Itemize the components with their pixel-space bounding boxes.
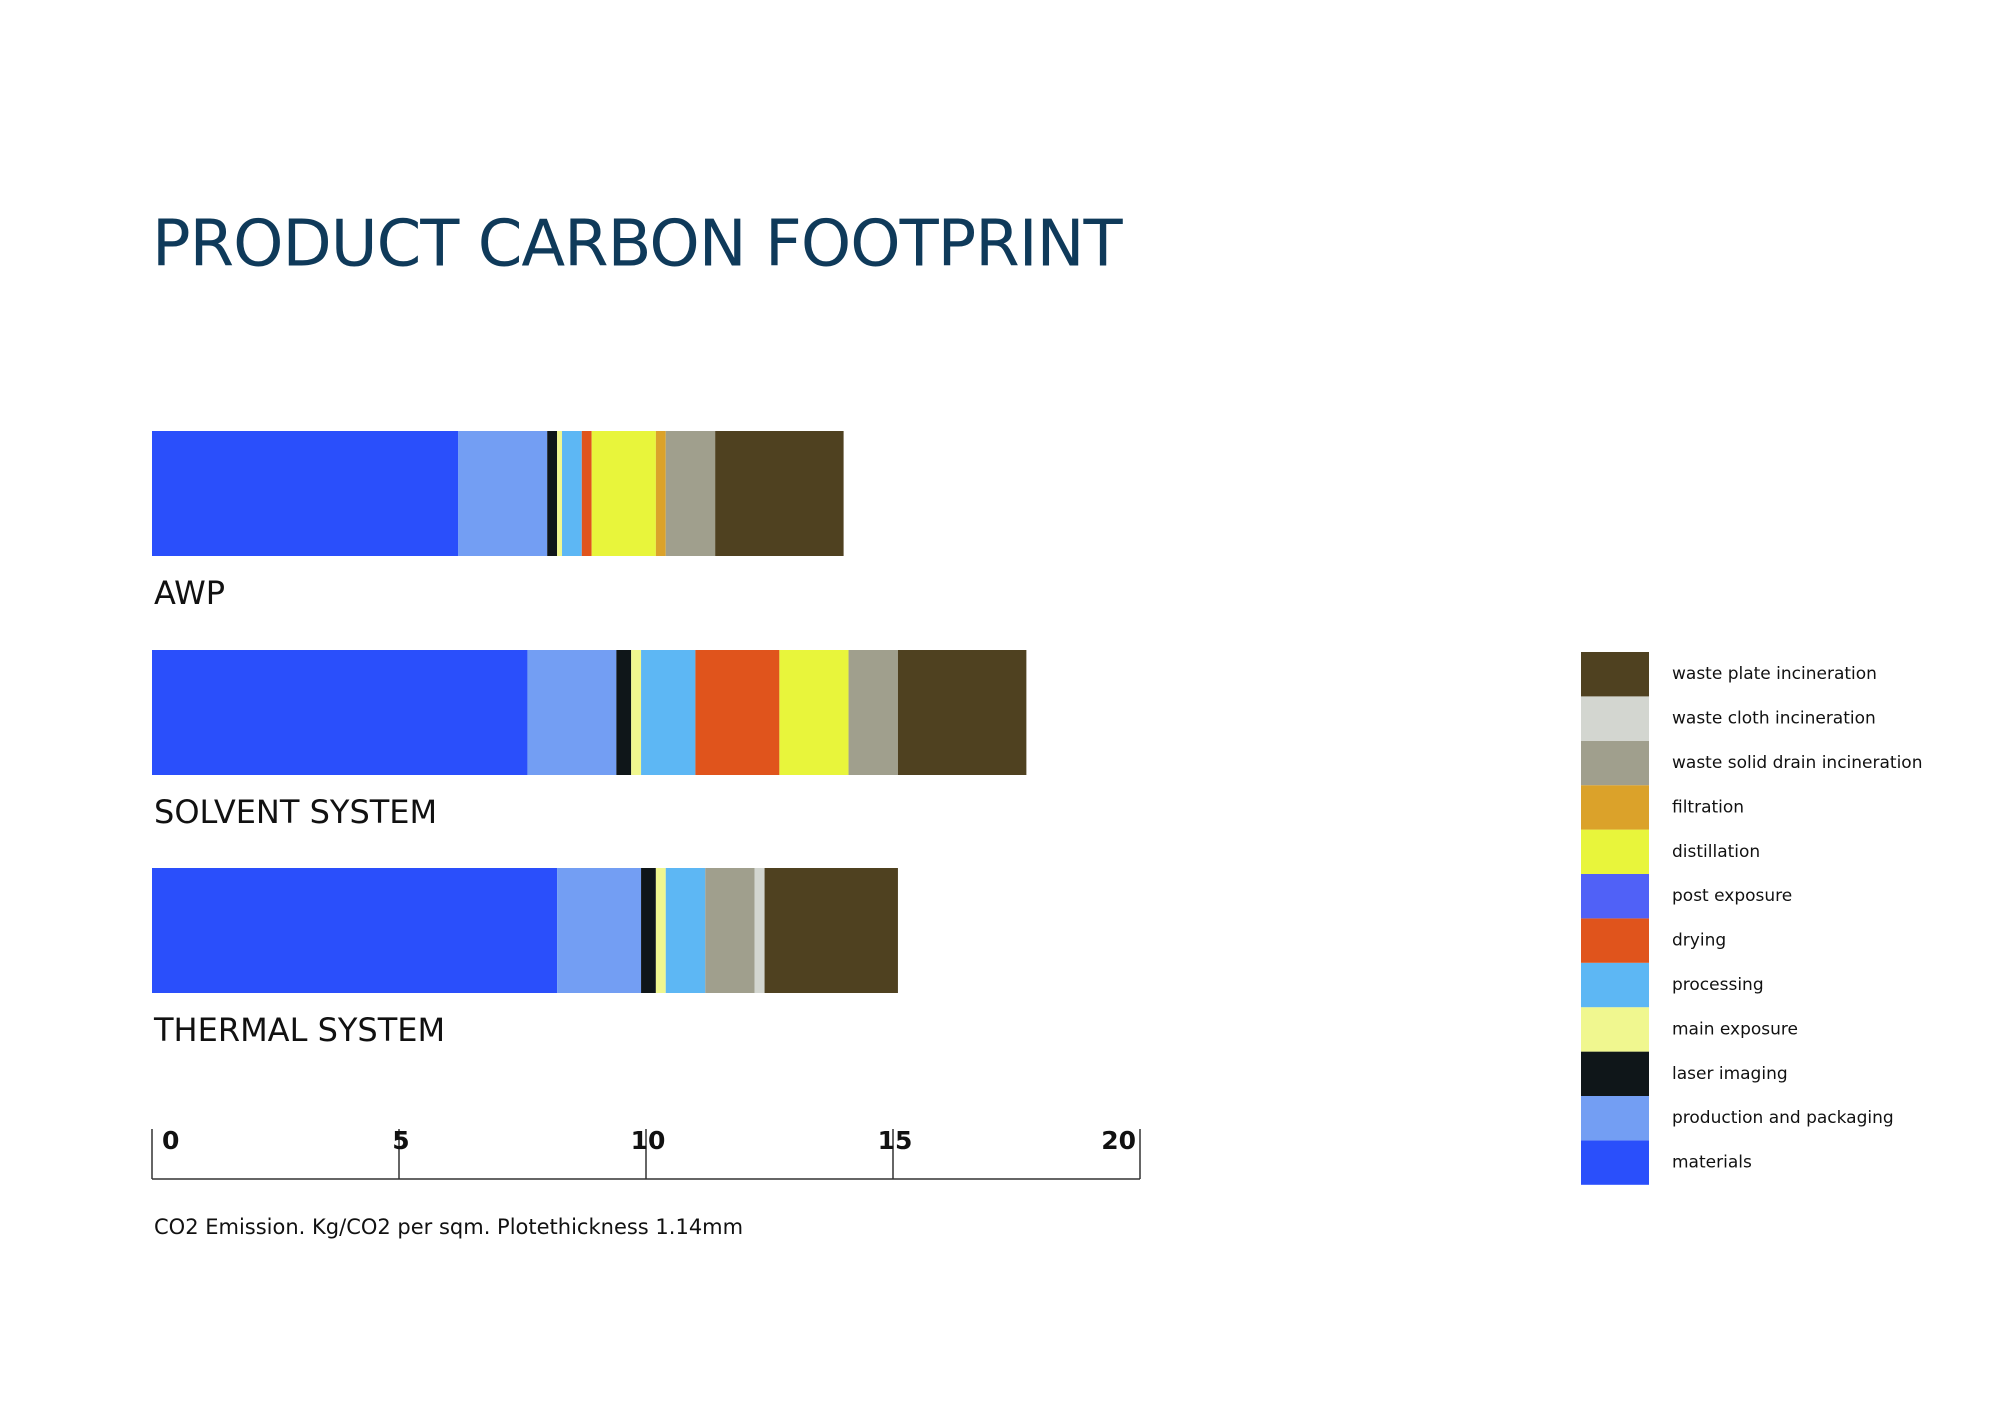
x-tick-label: 0 [162, 1126, 179, 1155]
category-label: SOLVENT SYSTEM [154, 793, 437, 831]
bar-segment [581, 431, 592, 556]
bar-segment [591, 431, 656, 556]
category-label: AWP [154, 574, 225, 612]
legend-label: waste cloth incineration [1672, 709, 1876, 729]
legend-swatch [1581, 1007, 1649, 1052]
bar-segment [764, 868, 898, 993]
bar-segment [754, 868, 765, 993]
legend-swatch [1581, 918, 1649, 963]
bar-segment [527, 650, 617, 775]
legend-swatch [1581, 1140, 1649, 1185]
legend-swatch [1581, 652, 1649, 697]
bar-segment [655, 431, 666, 556]
x-axis-label: CO2 Emission. Kg/CO2 per sqm. Plotethick… [154, 1215, 743, 1239]
x-tick-label: 20 [1101, 1126, 1136, 1155]
bar-segment [695, 650, 780, 775]
legend-swatch [1581, 874, 1649, 919]
bar-segment [152, 431, 459, 556]
bar-segment [458, 431, 548, 556]
bar-segment [152, 868, 558, 993]
legend-label: laser imaging [1672, 1064, 1788, 1084]
bar-segment [848, 650, 898, 775]
bar-segment [655, 868, 666, 993]
bar-segment [631, 650, 642, 775]
category-label: THERMAL SYSTEM [153, 1011, 445, 1049]
legend-label: post exposure [1672, 886, 1792, 906]
legend-swatch [1581, 1051, 1649, 1096]
bar-segment [616, 650, 632, 775]
bar-segment [641, 868, 656, 993]
legend-label: filtration [1672, 797, 1744, 817]
bar-segment [562, 431, 582, 556]
bar-segment [557, 868, 642, 993]
legend-swatch [1581, 740, 1649, 786]
chart-title: PRODUCT CARBON FOOTPRINT [152, 208, 1123, 282]
legend-swatch [1581, 962, 1649, 1008]
legend-swatch [1581, 785, 1649, 830]
bar-segment [897, 650, 1027, 775]
legend-label: drying [1672, 931, 1726, 951]
legend-label: production and packaging [1672, 1108, 1894, 1128]
legend-label: distillation [1672, 842, 1760, 862]
bar-segment [665, 868, 706, 993]
legend-swatch [1581, 829, 1649, 874]
legend-swatch [1581, 1096, 1649, 1141]
bar-segment [715, 431, 844, 556]
bar-segment [547, 431, 558, 556]
x-tick-label: 5 [392, 1126, 409, 1155]
bar-segment [557, 431, 563, 556]
legend-label: materials [1672, 1153, 1752, 1173]
legend-swatch [1581, 696, 1649, 741]
bar-segment [152, 650, 528, 775]
legend-label: processing [1672, 975, 1764, 995]
bar-segment [705, 868, 755, 993]
legend-label: waste plate incineration [1672, 664, 1877, 684]
x-tick-label: 10 [631, 1126, 666, 1155]
legend-label: waste solid drain incineration [1672, 753, 1922, 773]
bar-segment [779, 650, 849, 775]
legend-label: main exposure [1672, 1019, 1798, 1039]
x-tick-label: 15 [878, 1126, 913, 1155]
bar-segment [665, 431, 716, 556]
bar-segment [641, 650, 696, 775]
